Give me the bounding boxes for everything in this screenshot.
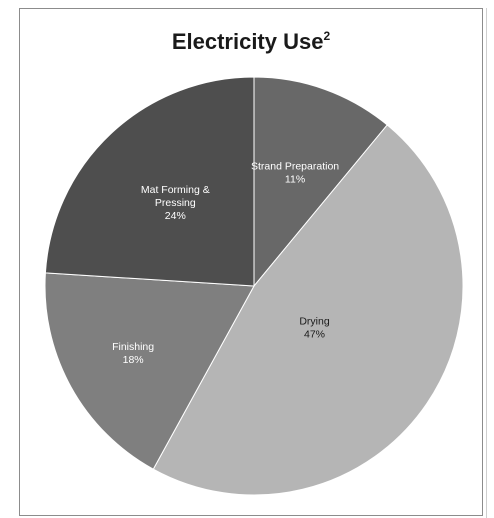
- slice-label-finishing: Finishing: [112, 341, 154, 353]
- slice-label-mat-forming-pressing: Mat Forming &: [141, 184, 210, 196]
- pie-slice-strand-preparation: [253, 76, 388, 288]
- slice-label-strand-preparation: Strand Preparation: [251, 160, 339, 172]
- chart-title-text: Electricity Use: [171, 29, 324, 54]
- pie-slices: [44, 76, 464, 496]
- slice-label-mat-forming-pressing: Pressing: [155, 197, 196, 209]
- pie-slice-finishing: [44, 272, 255, 470]
- slice-value-finishing: 18%: [123, 354, 144, 366]
- pie-slice-mat-forming-pressing: [44, 76, 255, 287]
- pie-slice-drying: [152, 124, 464, 496]
- page-edge-divider: [486, 8, 487, 518]
- slice-value-drying: 47%: [304, 329, 325, 341]
- chart-title: Electricity Use2: [20, 29, 482, 55]
- slice-value-mat-forming-pressing: 24%: [165, 210, 186, 222]
- slice-value-strand-preparation: 11%: [285, 173, 305, 185]
- slice-label-drying: Drying: [299, 316, 330, 328]
- chart-title-superscript: 2: [323, 29, 331, 43]
